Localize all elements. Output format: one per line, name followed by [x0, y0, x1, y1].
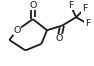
Text: F: F: [85, 19, 90, 28]
Text: O: O: [13, 26, 21, 35]
Text: F: F: [68, 1, 73, 10]
Text: F: F: [82, 4, 87, 13]
Text: O: O: [56, 34, 63, 43]
Text: O: O: [29, 1, 37, 10]
